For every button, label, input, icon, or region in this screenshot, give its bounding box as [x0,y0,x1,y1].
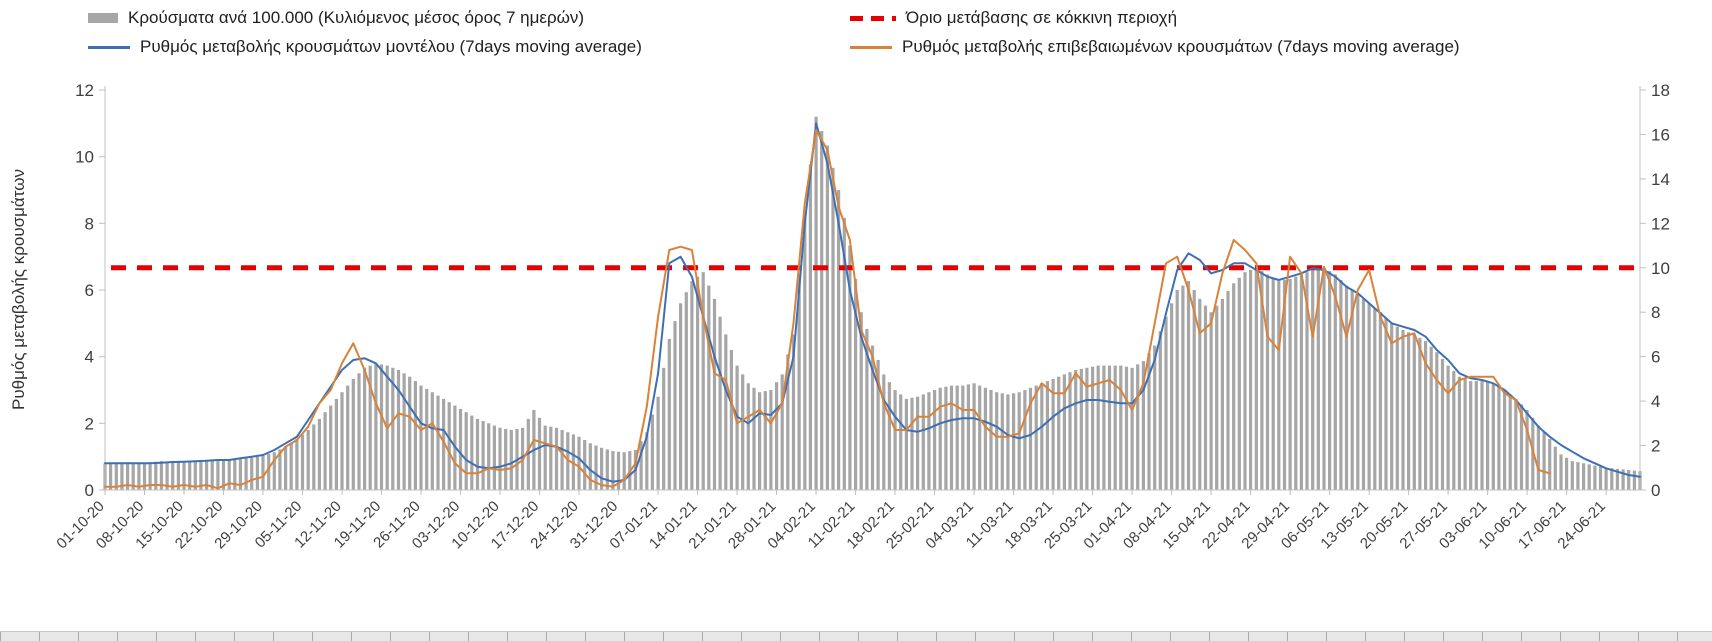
x-axis: 01-10-2008-10-2015-10-2022-10-2029-10-20… [53,489,1640,552]
bar-series-swatch-icon [88,13,118,23]
svg-text:6: 6 [85,281,94,300]
svg-text:12: 12 [1651,214,1670,233]
svg-text:2: 2 [1651,437,1660,456]
y-axis-title: Ρυθμός μεταβολής κρουσμάτων [9,169,28,411]
bar-series [103,116,1642,491]
legend-label-confirmed-line: Ρυθμός μεταβολής επιβεβαιωμένων κρουσμάτ… [902,37,1460,56]
svg-text:8: 8 [1651,303,1660,322]
svg-text:4: 4 [1651,392,1660,411]
y-axis-right: 0 2 4 6 8 10 12 14 16 18 [1639,81,1670,500]
svg-text:12: 12 [75,81,94,100]
threshold-dash-icon [850,15,896,21]
chart-legend: Κρούσματα ανά 100.000 (Κυλιόμενος μέσος … [88,8,1668,57]
legend-item-threshold: Όριο μετάβασης σε κόκκινη περιοχή [850,8,1668,28]
svg-text:2: 2 [85,414,94,433]
legend-label-model-line: Ρυθμός μεταβολής κρουσμάτων μοντέλου (7d… [140,37,642,56]
svg-text:6: 6 [1651,348,1660,367]
model-line-swatch-icon [88,45,130,49]
legend-item-confirmed-line: Ρυθμός μεταβολής επιβεβαιωμένων κρουσμάτ… [850,37,1668,57]
svg-text:0: 0 [85,481,94,500]
confirmed-line-swatch-icon [850,45,892,49]
svg-text:10: 10 [75,148,94,167]
y-axis-left: 0 2 4 6 8 10 12 [75,81,106,500]
legend-label-threshold: Όριο μετάβασης σε κόκκινη περιοχή [906,8,1178,27]
svg-text:16: 16 [1651,125,1670,144]
legend-item-cases-bars: Κρούσματα ανά 100.000 (Κυλιόμενος μέσος … [88,8,850,28]
svg-text:14: 14 [1651,170,1670,189]
legend-item-model-line: Ρυθμός μεταβολής κρουσμάτων μοντέλου (7d… [88,37,850,57]
svg-text:18: 18 [1651,81,1670,100]
bottom-edge-strip [0,631,1712,641]
legend-label-cases-bars: Κρούσματα ανά 100.000 (Κυλιόμενος μέσος … [128,8,585,27]
svg-text:4: 4 [85,348,94,367]
confirmed-rate-line [104,129,1551,490]
svg-text:0: 0 [1651,481,1660,500]
svg-text:8: 8 [85,214,94,233]
svg-text:10: 10 [1651,259,1670,278]
